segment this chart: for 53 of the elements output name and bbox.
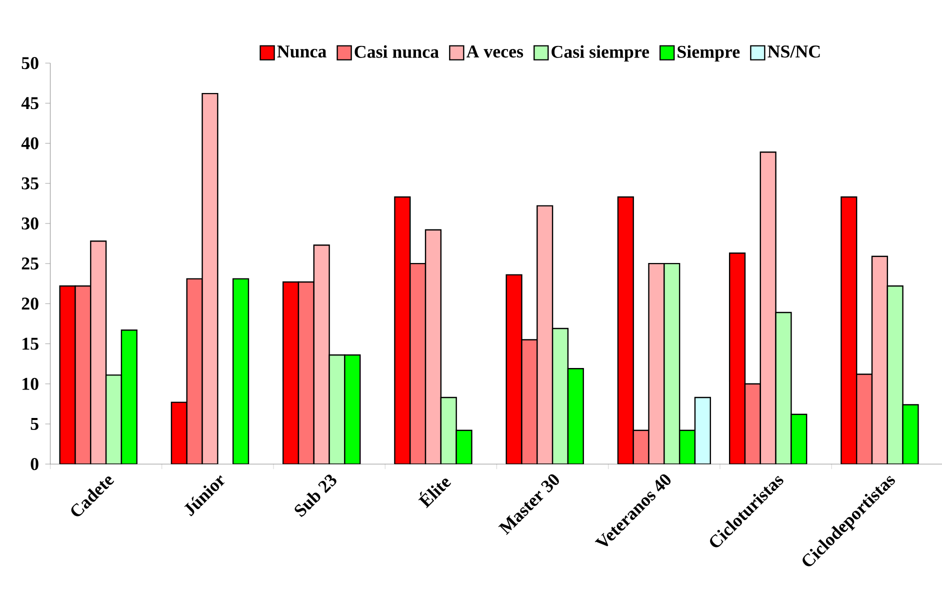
bar (760, 152, 776, 464)
x-tick-label: Élite (418, 478, 451, 508)
bar (728, 252, 746, 464)
bar (105, 374, 122, 464)
bar (506, 274, 522, 464)
legend-label: Siempre (678, 45, 740, 62)
bar (840, 196, 858, 464)
bar (678, 430, 696, 464)
bar (59, 285, 76, 464)
y-tick-label: 15 (22, 338, 38, 350)
y-tick-label: 10 (22, 378, 38, 390)
legend-label: Nunca (277, 46, 326, 58)
bar (394, 196, 411, 464)
bar (856, 374, 873, 464)
y-tick-label: 0 (30, 458, 38, 470)
y-tick-label: 20 (22, 298, 38, 310)
bar (424, 229, 442, 464)
bar (120, 330, 138, 464)
y-tick-label: 5 (30, 418, 38, 430)
bar (328, 354, 346, 464)
bar (664, 262, 680, 464)
bar (410, 262, 426, 464)
legend-label: A veces (466, 46, 524, 58)
bar (521, 339, 538, 464)
bar (567, 368, 584, 464)
bar (282, 281, 300, 464)
bar (536, 205, 554, 464)
bar (617, 196, 634, 464)
bar (232, 278, 250, 464)
y-tick-label: 30 (22, 217, 38, 230)
y-tick-label: 25 (22, 258, 38, 270)
x-tick-label: Sub 23 (294, 474, 336, 517)
bar (871, 256, 888, 464)
bar (775, 312, 792, 464)
legend-label: Casi siempre (552, 45, 650, 62)
y-tick-label: 35 (22, 177, 38, 190)
bar (344, 354, 361, 464)
bar (313, 244, 330, 464)
bar (74, 285, 92, 464)
bar (552, 328, 569, 464)
bar (186, 278, 203, 464)
bar (744, 383, 761, 464)
y-tick-label: 45 (21, 97, 38, 110)
legend-label: Casi nunca (354, 45, 439, 58)
bar (886, 285, 904, 464)
bar (170, 402, 188, 464)
legend-label: NS/NC (768, 46, 820, 58)
bar (90, 240, 107, 464)
bar (298, 281, 314, 464)
y-tick-label: 40 (21, 137, 38, 150)
bar (202, 92, 218, 464)
y-tick-label: 50 (22, 57, 38, 70)
bar (648, 262, 665, 464)
